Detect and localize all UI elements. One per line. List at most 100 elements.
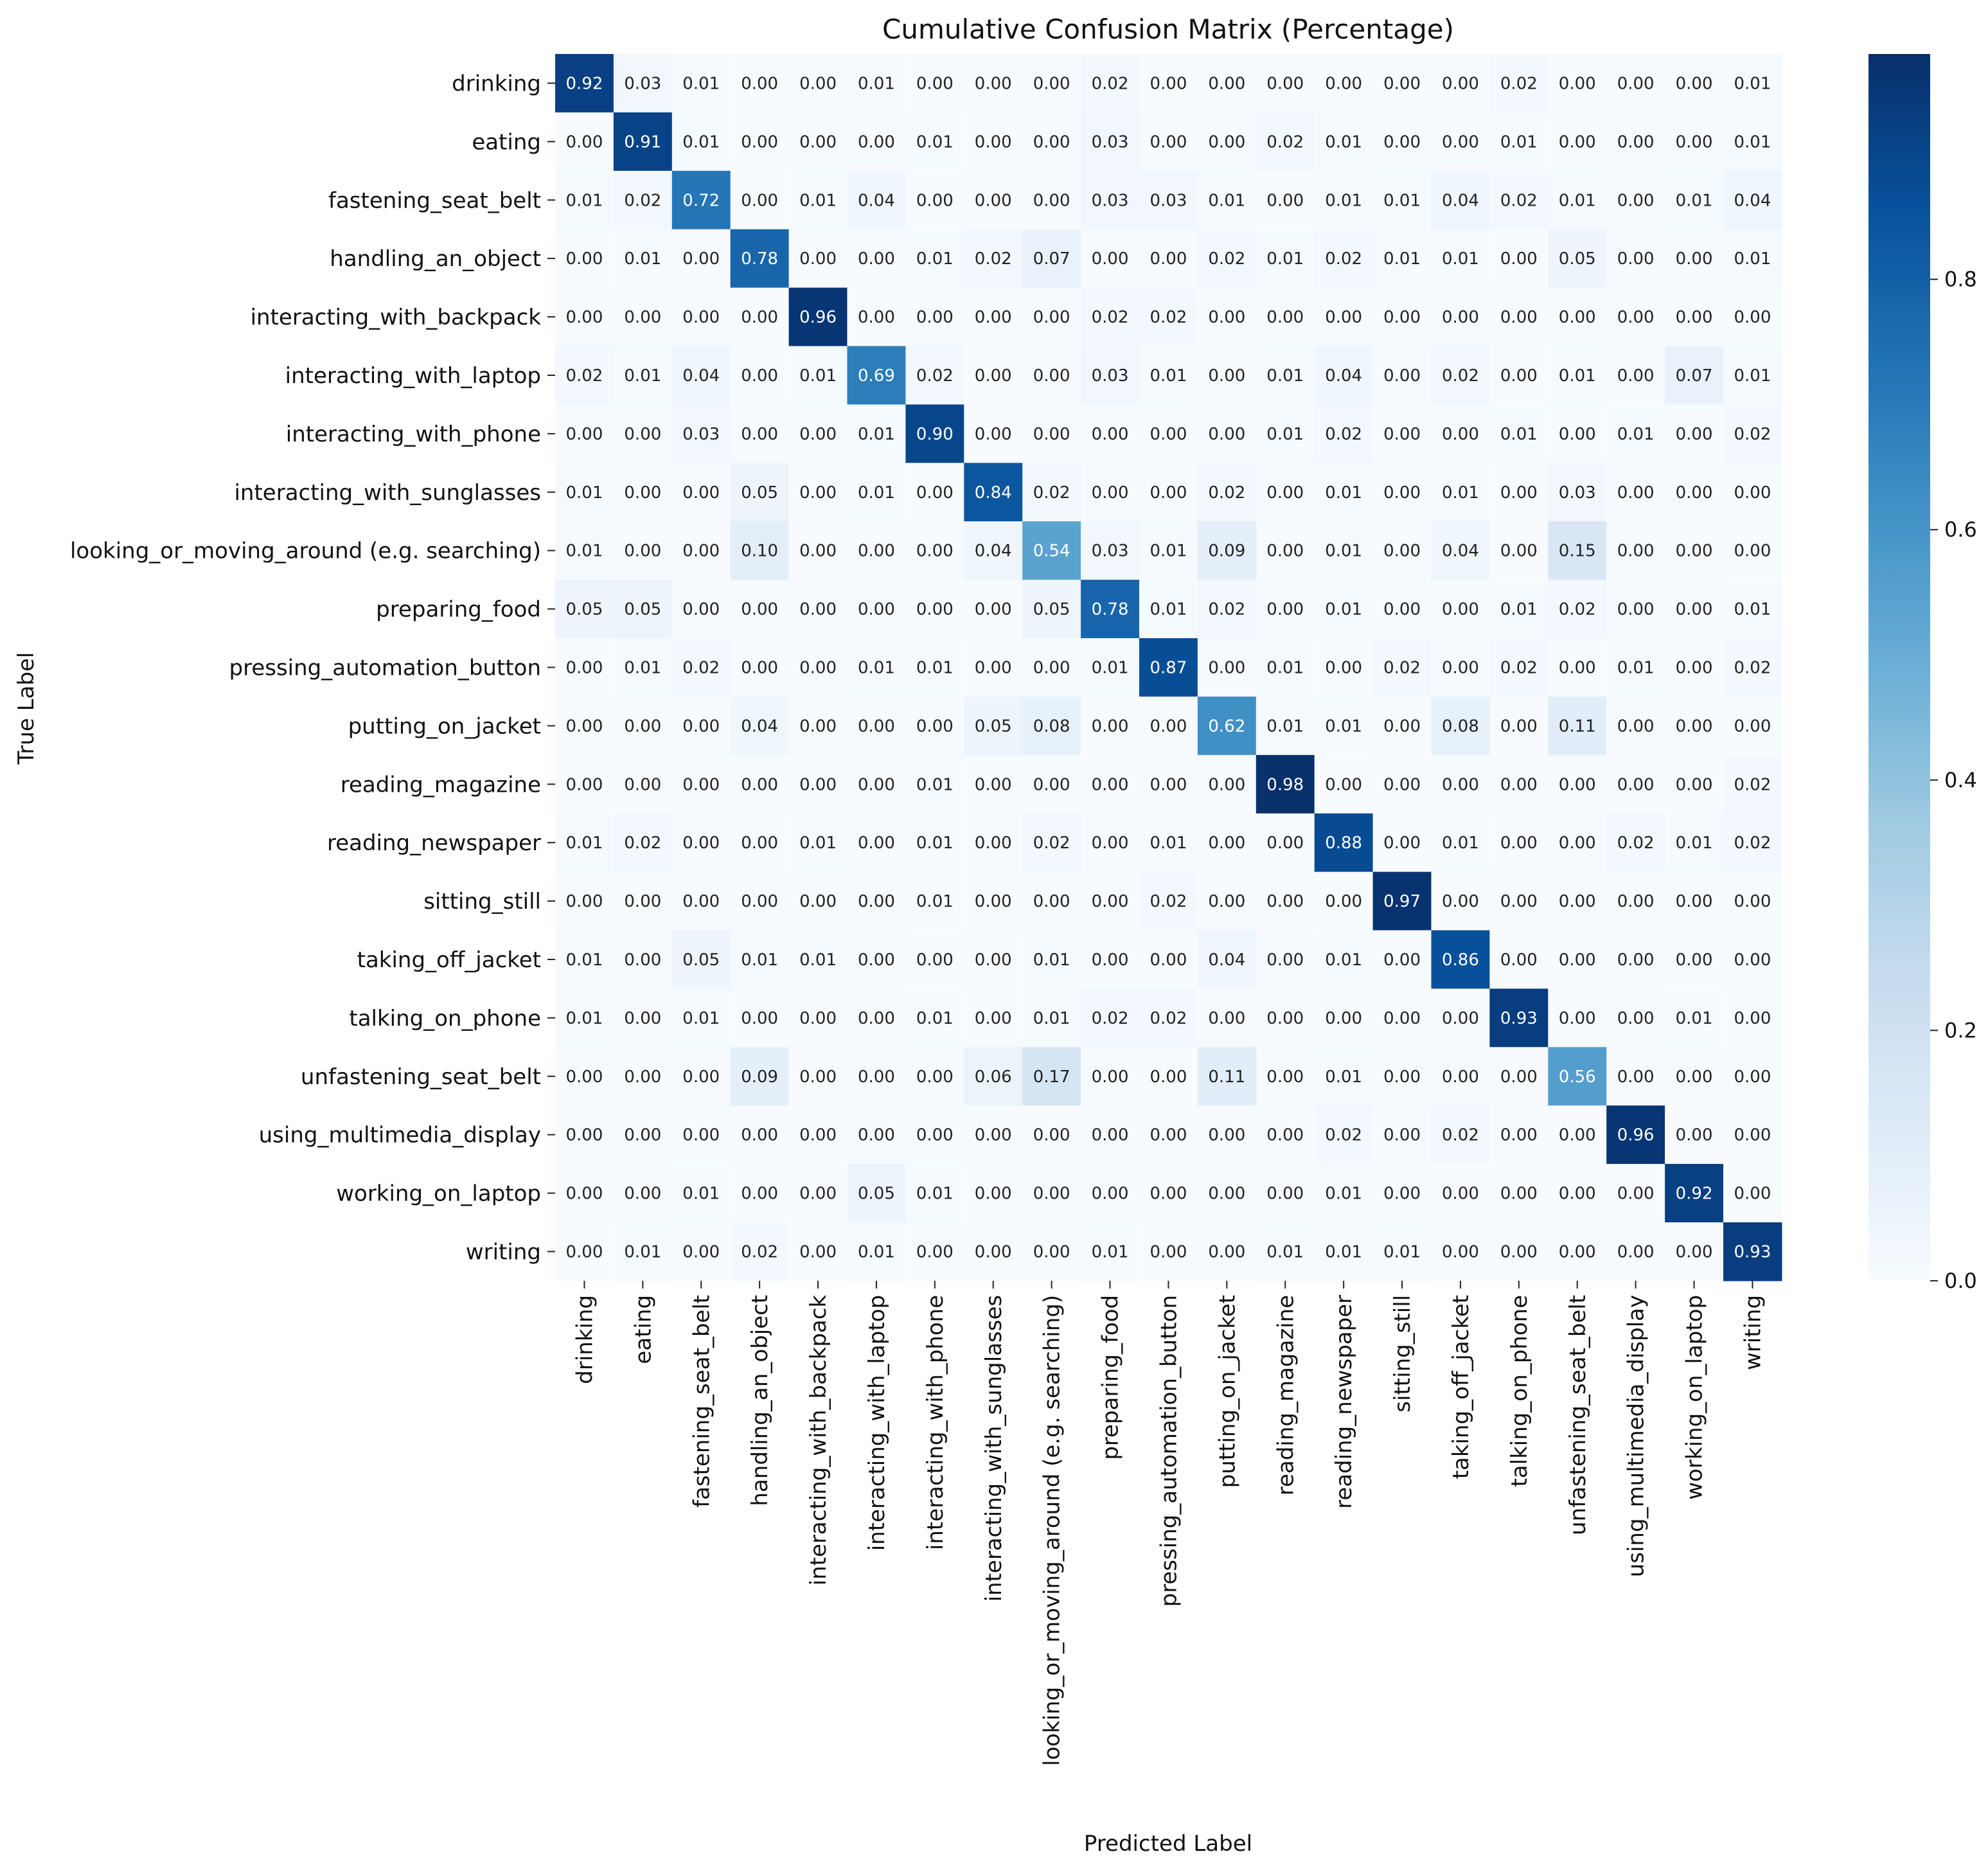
- heatmap-cell: [905, 521, 964, 580]
- x-tick-label: looking_or_moving_around (e.g. searching…: [1040, 1295, 1065, 1766]
- cell-value-label: 0.00: [1676, 249, 1713, 269]
- heatmap-cell: [1548, 988, 1607, 1048]
- heatmap-cell: [1723, 1047, 1782, 1106]
- heatmap-cell: [1606, 1222, 1665, 1281]
- heatmap-cell: [730, 988, 790, 1048]
- cell-value-label: 0.01: [799, 366, 837, 386]
- cell-value-label: 0.00: [682, 1126, 720, 1145]
- heatmap-cell: [1022, 1222, 1081, 1281]
- heatmap-cell: [847, 1222, 906, 1281]
- y-tick-label: interacting_with_laptop: [285, 363, 541, 389]
- heatmap-cell: [788, 754, 848, 814]
- cell-value-label: 0.01: [799, 191, 837, 210]
- heatmap-cell: [1197, 521, 1257, 580]
- cell-value-label: 0.00: [1676, 542, 1713, 561]
- heatmap-cell: [1489, 229, 1549, 289]
- cell-value-label: 0.02: [1208, 249, 1245, 269]
- heatmap-cell: [1256, 696, 1315, 756]
- heatmap-cell: [1081, 229, 1140, 289]
- cell-value-label: 0.02: [1208, 483, 1245, 503]
- heatmap-cell: [905, 754, 964, 814]
- heatmap-cell: [1081, 580, 1140, 639]
- cell-value-label: 0.92: [566, 74, 603, 93]
- cell-value-label: 0.00: [741, 834, 778, 853]
- cell-value-label: 0.00: [682, 483, 720, 503]
- heatmap-cell: [1606, 112, 1665, 172]
- cell-value-label: 0.01: [1325, 717, 1362, 736]
- x-tick-label: sitting_still: [1390, 1295, 1416, 1413]
- heatmap-cell: [1431, 580, 1490, 639]
- heatmap-cell: [1197, 580, 1257, 639]
- cell-value-label: 0.05: [624, 600, 661, 620]
- heatmap-cell: [1256, 754, 1315, 814]
- heatmap-cell: [613, 229, 673, 289]
- cell-value-label: 0.00: [1559, 834, 1596, 853]
- heatmap-cell: [613, 580, 673, 639]
- heatmap-cell: [613, 54, 673, 113]
- heatmap-cell: [1197, 1047, 1257, 1106]
- cell-value-label: 0.00: [1092, 834, 1129, 853]
- cell-value-label: 0.08: [1442, 717, 1479, 736]
- heatmap-cell: [1256, 287, 1315, 347]
- heatmap-cell: [847, 871, 906, 931]
- cell-value-label: 0.00: [1033, 1126, 1070, 1145]
- cell-value-label: 0.00: [1266, 542, 1304, 561]
- heatmap-cell: [1081, 988, 1140, 1048]
- heatmap-cell: [788, 871, 848, 931]
- cell-value-label: 0.00: [1734, 1184, 1771, 1204]
- heatmap-cell: [1139, 813, 1198, 873]
- heatmap-cell: [555, 170, 614, 230]
- heatmap-cell: [1548, 463, 1607, 522]
- cell-value-label: 0.00: [1734, 1009, 1771, 1028]
- heatmap-cell: [1081, 1222, 1140, 1281]
- cell-value-label: 0.01: [1266, 425, 1304, 444]
- heatmap-cell: [1665, 696, 1724, 756]
- cell-value-label: 0.00: [1676, 1126, 1713, 1145]
- heatmap-cell: [1314, 988, 1374, 1048]
- heatmap-cell: [1665, 463, 1724, 522]
- cell-value-label: 0.00: [858, 1126, 895, 1145]
- cell-value-label: 0.00: [741, 308, 778, 327]
- cell-value-label: 0.01: [1676, 834, 1713, 853]
- cell-value-label: 0.02: [682, 658, 720, 677]
- cell-value-label: 0.01: [1325, 1067, 1362, 1087]
- cell-value-label: 0.00: [1150, 425, 1187, 444]
- cell-value-label: 0.01: [1734, 249, 1771, 269]
- heatmap-cell: [1139, 988, 1198, 1048]
- heatmap-cell: [555, 54, 614, 113]
- cell-value-label: 0.00: [1033, 366, 1070, 386]
- heatmap-cell: [1665, 871, 1724, 931]
- heatmap-cell: [671, 813, 731, 873]
- heatmap-cell: [847, 1105, 906, 1165]
- cell-value-label: 0.01: [1676, 1009, 1713, 1028]
- cell-value-label: 0.00: [916, 950, 954, 970]
- heatmap-cell: [1022, 170, 1081, 230]
- cell-value-label: 0.00: [1442, 74, 1479, 93]
- heatmap-cell: [1139, 287, 1198, 347]
- heatmap-cell: [788, 1105, 848, 1165]
- cell-value-label: 0.01: [1325, 1242, 1362, 1262]
- cell-value-label: 0.00: [1092, 775, 1129, 794]
- heatmap-cell: [671, 346, 731, 405]
- cell-value-label: 0.00: [1383, 366, 1421, 386]
- heatmap-cell: [1548, 580, 1607, 639]
- heatmap-cell: [1372, 988, 1432, 1048]
- heatmap-cell: [730, 930, 790, 989]
- cell-value-label: 0.00: [1734, 483, 1771, 503]
- heatmap-cell: [1723, 521, 1782, 580]
- heatmap-cell: [1314, 229, 1374, 289]
- cell-value-label: 0.01: [916, 132, 954, 152]
- heatmap-cell: [671, 54, 731, 113]
- cell-value-label: 0.00: [1559, 1242, 1596, 1262]
- cell-value-label: 0.00: [1442, 1242, 1479, 1262]
- heatmap-cell: [671, 1105, 731, 1165]
- heatmap-cell: [1606, 1164, 1665, 1223]
- heatmap-cell: [1548, 871, 1607, 931]
- cell-value-label: 0.05: [741, 483, 778, 503]
- heatmap-cell: [1256, 404, 1315, 463]
- x-tick-label: handling_an_object: [747, 1295, 773, 1506]
- cell-value-label: 0.00: [1500, 308, 1538, 327]
- heatmap-cell: [964, 754, 1023, 814]
- heatmap-cell: [1372, 1164, 1432, 1223]
- heatmap-cell: [1139, 346, 1198, 405]
